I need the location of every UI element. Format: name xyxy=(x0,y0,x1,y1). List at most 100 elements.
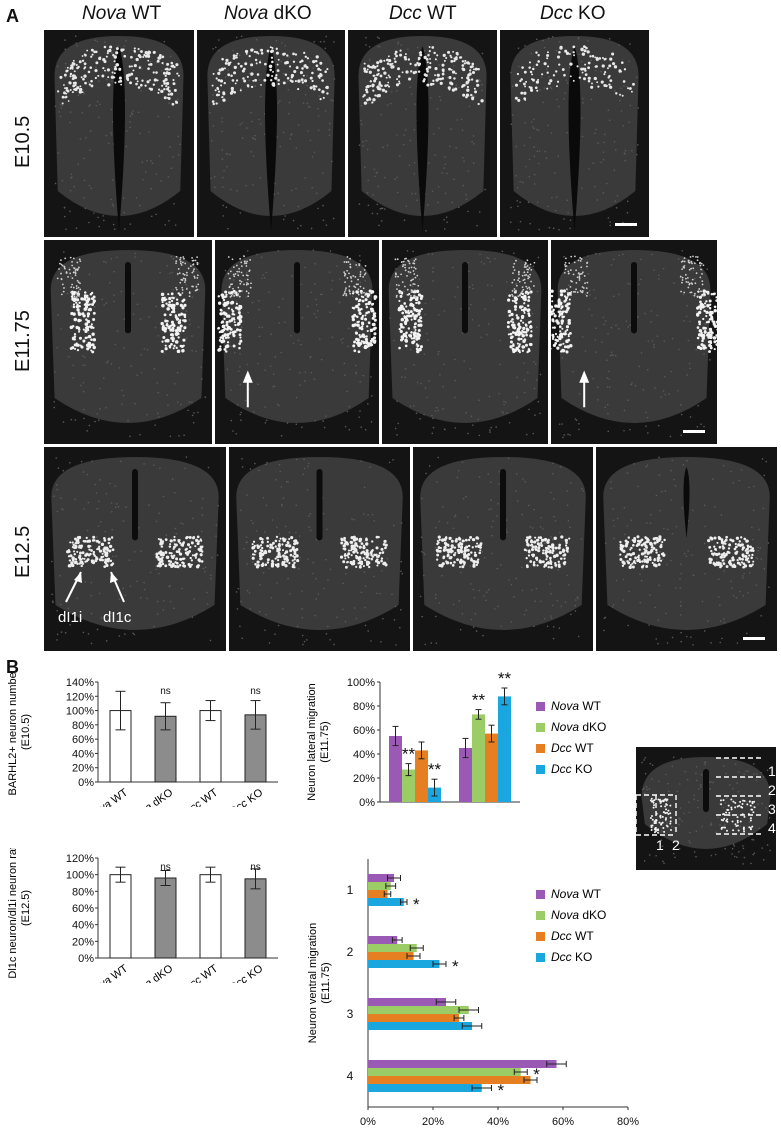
lateral-sig-label: ** xyxy=(498,669,512,688)
micrograph-e12-5-nova-wt xyxy=(44,447,226,651)
row-label-e11-75: E11.75 xyxy=(12,310,34,372)
tissue-image xyxy=(217,249,378,437)
central-canal xyxy=(265,46,277,233)
tissue-image xyxy=(50,250,207,438)
column-header-nova-dko: Nova dKO xyxy=(224,3,312,24)
lateral-legend-swatch xyxy=(536,744,545,753)
ventral-ylabel: Neuron ventral migration(E11.75) xyxy=(307,923,332,1043)
neural-tube xyxy=(221,250,373,423)
ventral-bar xyxy=(368,1014,459,1022)
central-canal xyxy=(294,262,300,334)
ratio-sig-label: ns xyxy=(160,862,171,873)
ratio-bar xyxy=(154,877,177,959)
micrograph-e12-5-nova-dko xyxy=(229,447,410,651)
ventral-bar xyxy=(368,1084,482,1092)
ratio-ytick-label: 120% xyxy=(66,853,94,865)
barhl2-ytick-label: 0% xyxy=(78,777,94,789)
lateral-legend-swatch xyxy=(536,702,545,711)
lateral-category-label: 1 xyxy=(412,809,419,810)
micrograph-e10-5-dcc-wt xyxy=(348,30,497,237)
ventral-bar xyxy=(368,1060,557,1068)
ventral-sig-label: * xyxy=(413,895,420,914)
barhl2-ytick-label: 20% xyxy=(72,763,94,775)
chart-barhl2-neuron-number: 0% 20% 40% 60% 80% 100% 120% 140% BARHL2+ neuron… xyxy=(7,672,278,807)
neural-tube xyxy=(50,250,206,423)
lateral-bar xyxy=(415,750,428,802)
ventral-legend-label: Dcc KO xyxy=(551,950,592,964)
neural-tube xyxy=(51,457,219,630)
ventral-category-label: 3 xyxy=(347,1007,354,1021)
dl1i-arrowhead xyxy=(74,572,82,583)
ventral-xtick-label: 40% xyxy=(487,1116,509,1128)
central-canal xyxy=(462,262,468,334)
ventral-legend-label: Nova dKO xyxy=(551,908,606,922)
lateral-ytick-label: 40% xyxy=(353,749,375,761)
column-header-dcc-ko: Dcc KO xyxy=(540,3,606,24)
chart-lateral-migration: 0% 20% 40% 60% 80% 100% Neuron lateral migrati… xyxy=(306,669,606,810)
neural-tube xyxy=(420,457,586,630)
micrograph-e11-75-nova-wt xyxy=(44,240,212,444)
barhl2-bar xyxy=(199,710,222,783)
ratio-category-label: Dcc KO xyxy=(227,962,265,983)
scale-bar xyxy=(743,637,765,640)
ventral-legend-swatch xyxy=(536,953,545,962)
ventral-legend-label: Dcc WT xyxy=(551,929,594,943)
lateral-bar xyxy=(459,748,472,802)
central-canal xyxy=(132,469,138,541)
column-header-dcc-wt: Dcc WT xyxy=(389,3,457,24)
ventral-bar xyxy=(368,898,404,906)
lateral-ytick-label: 0% xyxy=(359,797,375,809)
column-header-nova-wt: Nova WT xyxy=(82,3,162,24)
tissue-image xyxy=(510,35,640,233)
ratio-ytick-label: 80% xyxy=(72,886,94,898)
ratio-ytick-label: 40% xyxy=(72,920,94,932)
chart-dl1c-dl1i-ratio: 0% 20% 40% 60% 80% 100% 120% Dl1c neuron/dl1i n… xyxy=(7,848,278,983)
ventral-sig-label: * xyxy=(533,1065,540,1084)
row-label-e10-5: E10.5 xyxy=(12,115,34,168)
ventral-bar xyxy=(368,998,446,1006)
ratio-ylabel: Dl1c neuron/dl1i neuron ratio(E12.5) xyxy=(7,848,32,979)
ratio-bar xyxy=(244,878,267,959)
ventral-category-label: 2 xyxy=(347,945,354,959)
ratio-sig-label: ns xyxy=(250,862,261,873)
barhl2-ytick-label: 100% xyxy=(66,706,94,718)
central-canal xyxy=(631,262,637,334)
ventral-bar xyxy=(368,1076,531,1084)
inset-band-4: 4 xyxy=(768,820,776,836)
lateral-ylabel: Neuron lateral migration(E11.75) xyxy=(306,683,331,800)
lateral-legend-label: Nova dKO xyxy=(551,720,606,734)
ventral-xtick-label: 60% xyxy=(552,1116,574,1128)
micrograph-e11-75-dcc-wt xyxy=(382,240,548,444)
ventral-category-label: 1 xyxy=(347,883,354,897)
ratio-category-label: Dcc WT xyxy=(181,962,220,983)
ventral-xtick-label: 80% xyxy=(617,1116,639,1128)
neural-tube xyxy=(557,250,711,423)
central-canal xyxy=(500,469,506,541)
barhl2-category-label: Dcc KO xyxy=(227,786,265,807)
ventral-bar xyxy=(368,1068,521,1076)
ventral-bar xyxy=(368,936,398,944)
inset-band-1: 1 xyxy=(768,763,776,779)
ventral-legend-swatch xyxy=(536,911,545,920)
lateral-legend-label: Dcc KO xyxy=(551,762,592,776)
barhl2-sig-label: ns xyxy=(160,686,171,697)
lateral-bar xyxy=(389,736,402,802)
barhl2-ytick-label: 40% xyxy=(72,748,94,760)
dl1i-label: dI1i xyxy=(58,609,83,626)
ratio-category-label: Nova dKO xyxy=(127,962,176,983)
neural-tube xyxy=(603,457,770,630)
ventral-xtick-label: 20% xyxy=(422,1116,444,1128)
ventral-bar xyxy=(368,890,388,898)
barhl2-ytick-label: 60% xyxy=(72,734,94,746)
ventral-category-label: 4 xyxy=(347,1069,354,1083)
barhl2-category-label: Nova dKO xyxy=(127,786,176,807)
lateral-legend-swatch xyxy=(536,723,545,732)
micrograph-e11-75-nova-dko xyxy=(215,240,379,444)
tissue-image xyxy=(551,250,717,439)
tissue-image xyxy=(235,457,404,646)
lateral-ytick-label: 20% xyxy=(353,773,375,785)
lateral-ytick-label: 100% xyxy=(347,677,375,689)
neural-tube xyxy=(236,457,403,630)
lateral-sig-label: ** xyxy=(472,691,486,710)
lateral-legend-label: Dcc WT xyxy=(551,741,594,755)
